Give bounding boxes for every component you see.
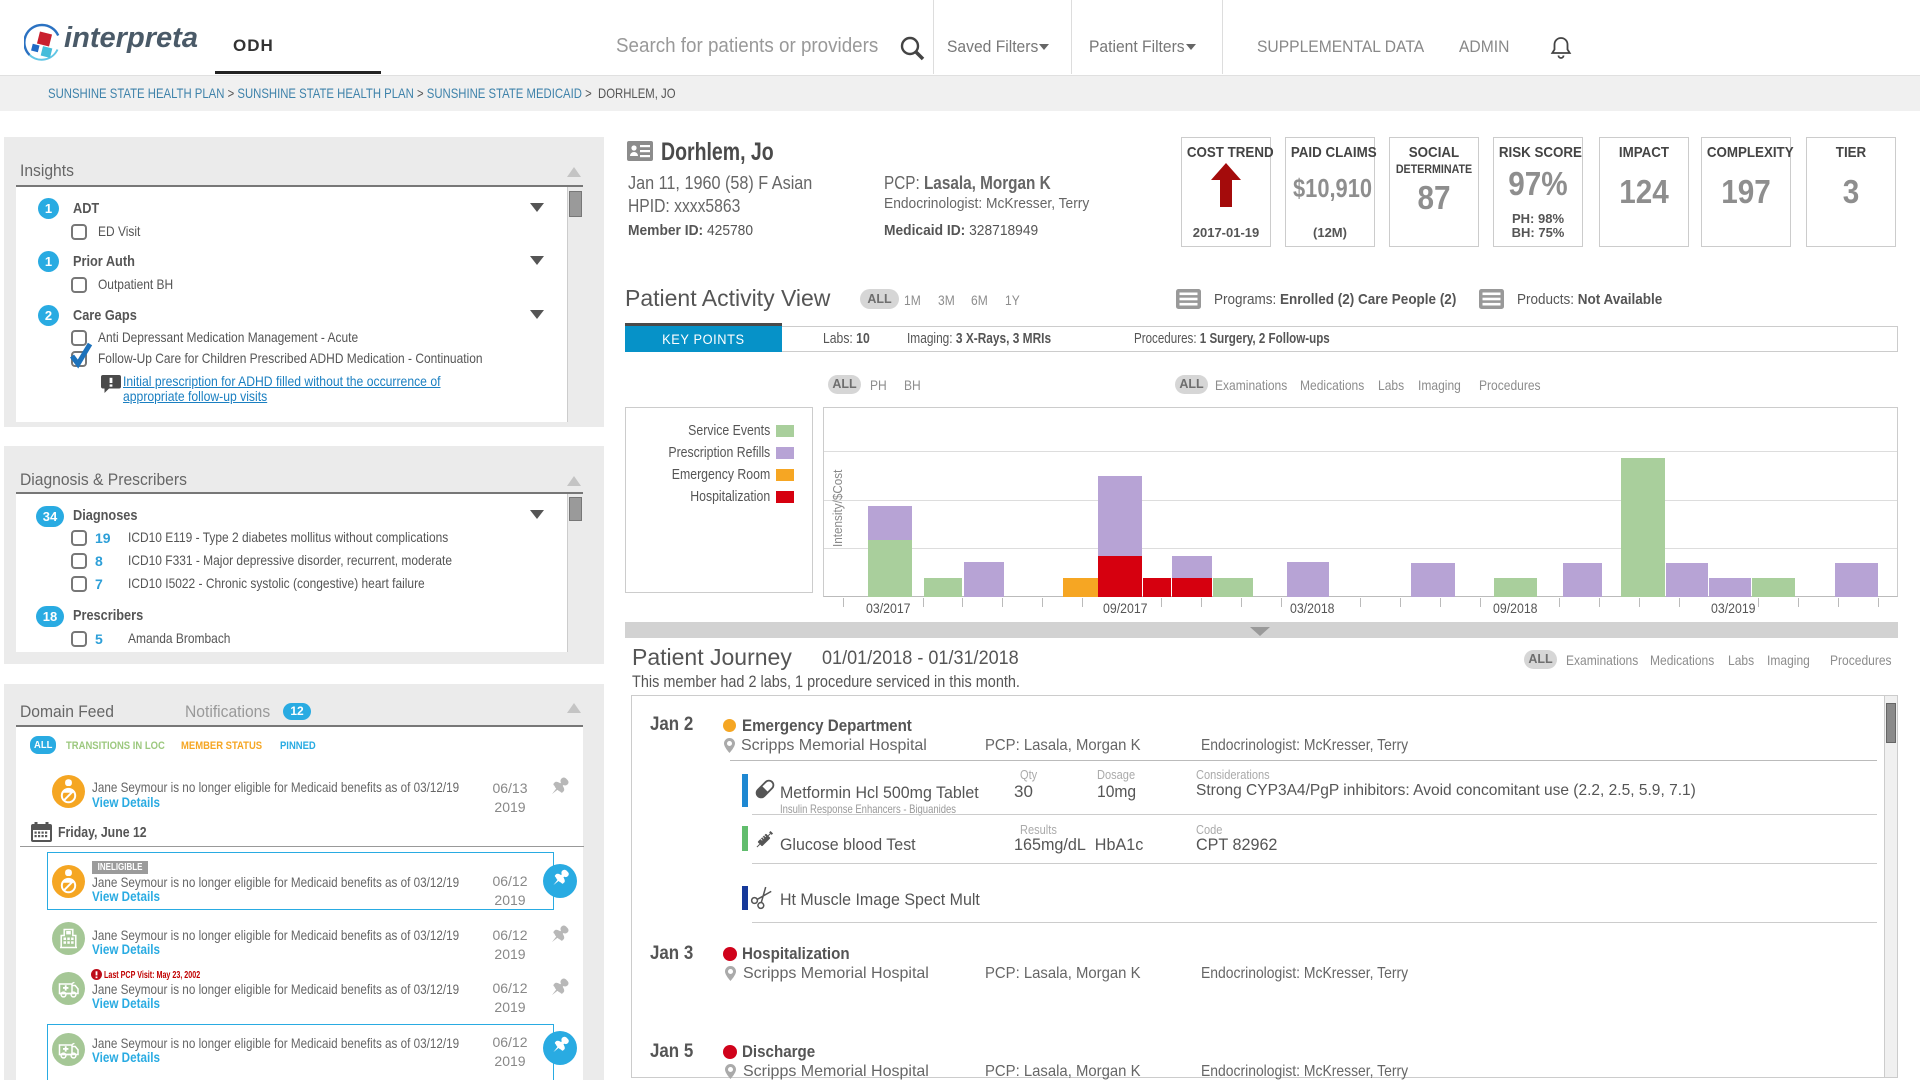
svg-text:interpreta: interpreta <box>64 22 198 54</box>
